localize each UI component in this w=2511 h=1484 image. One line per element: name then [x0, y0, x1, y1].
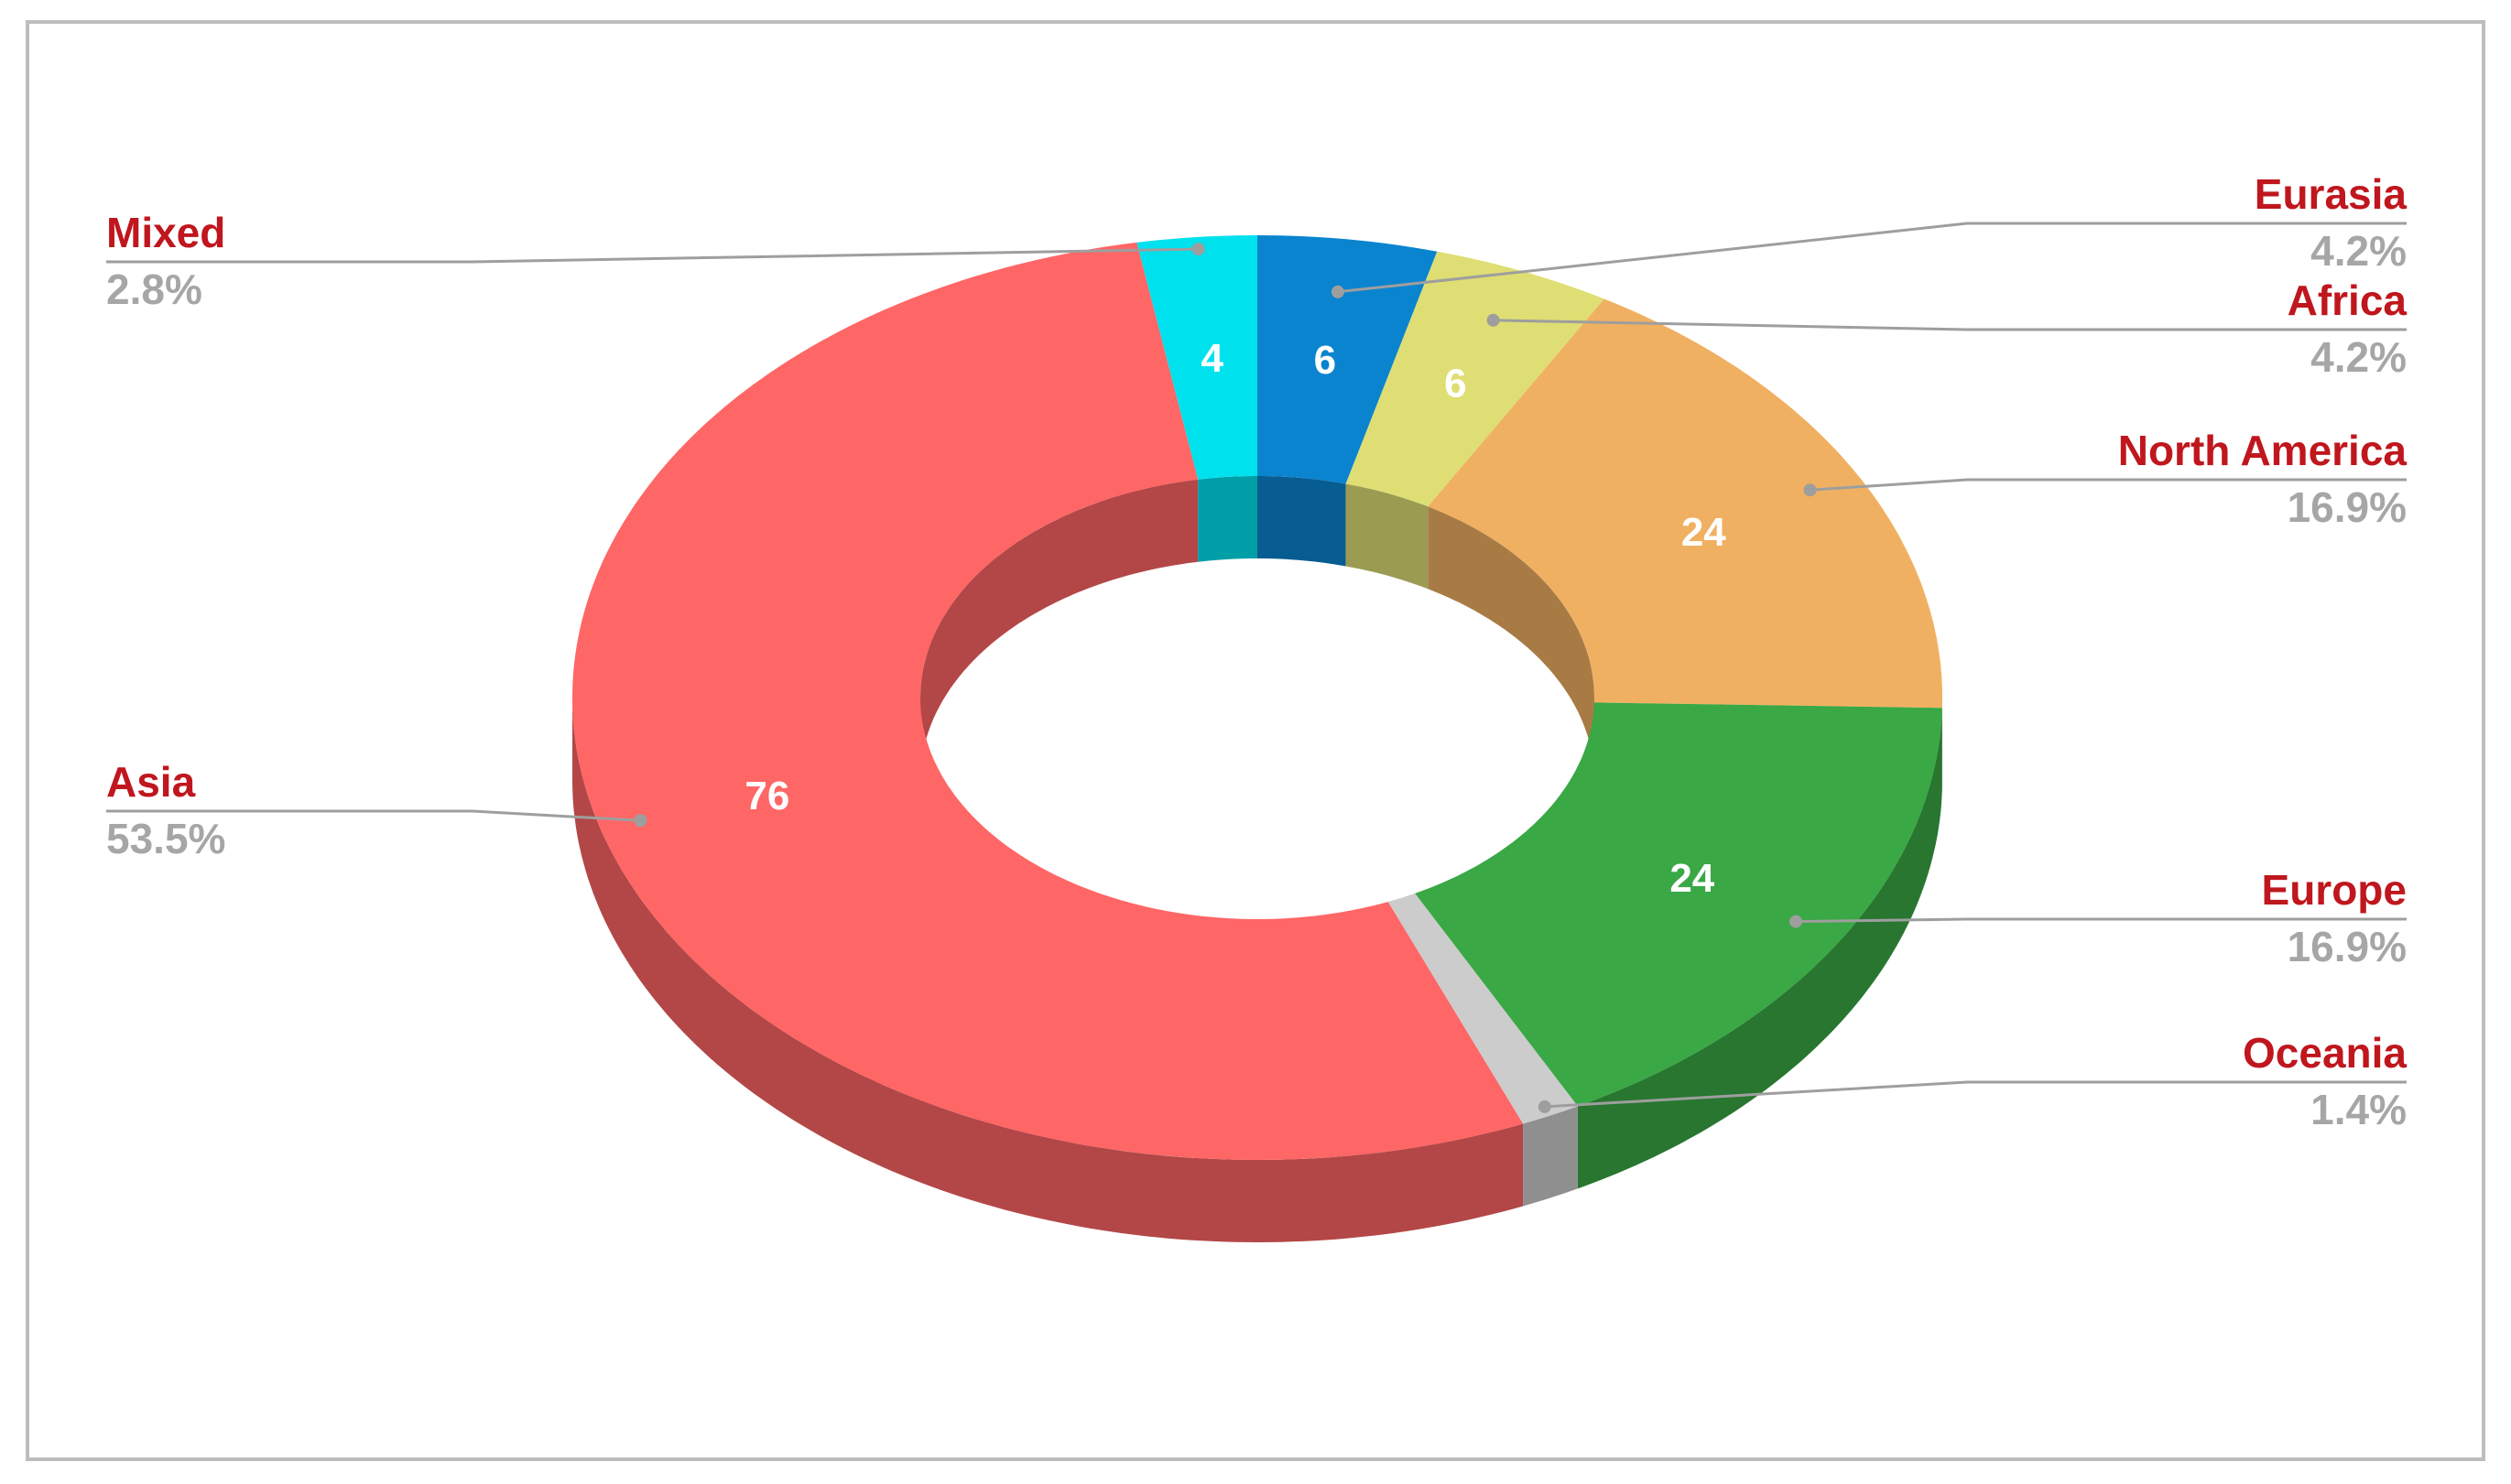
leader-dot-europe [1789, 915, 1802, 928]
depth-layer [572, 698, 1942, 1242]
slice-inner-wall-north-america [1428, 506, 1594, 780]
legend-percent-asia: 53.5% [106, 815, 225, 862]
leader-line-asia [106, 809, 641, 822]
legend-name-europe: Europe [2262, 866, 2407, 914]
slice-inner-wall-eurasia [1257, 476, 1346, 567]
legend-name-asia: Asia [106, 758, 196, 806]
slice-oceania[interactable] [1387, 893, 1578, 1124]
leader-dot-mixed [1191, 243, 1205, 256]
leader-line-eurasia [1337, 222, 2407, 294]
slice-north-america[interactable] [1428, 298, 1942, 709]
legend-percent-north-america: 16.9% [2288, 483, 2407, 531]
slice-europe[interactable] [1415, 702, 1942, 1107]
leader-line-europe [1795, 917, 2407, 924]
slice-outer-wall-europe [1577, 708, 1942, 1189]
value-label-europe: 24 [1669, 856, 1714, 901]
value-label-layer: 6 6 24 24 76 4 [745, 336, 1726, 901]
value-label-africa: 6 [1444, 362, 1466, 406]
leader-line-mixed [106, 247, 1199, 264]
inner-wall-layer [920, 476, 1594, 780]
slice-inner-wall-asia [920, 479, 1199, 780]
slice-outer-wall-oceania [1523, 1106, 1578, 1207]
legend-percent-europe: 16.9% [2288, 923, 2407, 970]
legend-name-oceania: Oceania [2243, 1029, 2407, 1077]
legend-name-eurasia: Eurasia [2255, 170, 2408, 218]
legend-name-mixed: Mixed [106, 209, 225, 256]
value-label-mixed: 4 [1201, 336, 1223, 381]
leader-dot-eurasia [1331, 285, 1344, 298]
slice-layer [572, 235, 1942, 1160]
leader-line-north-america [1810, 478, 2407, 492]
value-label-asia: 76 [745, 774, 789, 818]
leader-dot-north-america [1803, 483, 1817, 497]
slice-eurasia[interactable] [1257, 235, 1438, 484]
legend-percent-oceania: 1.4% [2310, 1086, 2407, 1133]
legend-percent-mixed: 2.8% [106, 265, 202, 313]
legend-percent-africa: 4.2% [2310, 333, 2407, 381]
slice-inner-wall-mixed [1198, 476, 1257, 562]
leader-dot-africa [1486, 313, 1500, 327]
value-label-eurasia: 6 [1314, 338, 1336, 383]
legend-name-north-america: North America [2118, 427, 2408, 474]
leader-dot-oceania [1538, 1099, 1551, 1113]
legend-name-africa: Africa [2288, 276, 2408, 324]
value-label-north-america: 24 [1681, 510, 1726, 555]
legend-percent-eurasia: 4.2% [2310, 227, 2407, 275]
slice-outer-wall-asia [572, 698, 1524, 1242]
slice-mixed[interactable] [1136, 235, 1257, 480]
slice-asia[interactable] [572, 242, 1524, 1160]
leader-line-oceania [1544, 1080, 2407, 1109]
leader-dot-asia [634, 814, 647, 828]
slice-inner-wall-africa [1345, 483, 1429, 590]
leader-line-layer [106, 222, 2407, 1113]
leader-line-africa [1493, 319, 2407, 331]
slice-africa[interactable] [1345, 251, 1604, 507]
